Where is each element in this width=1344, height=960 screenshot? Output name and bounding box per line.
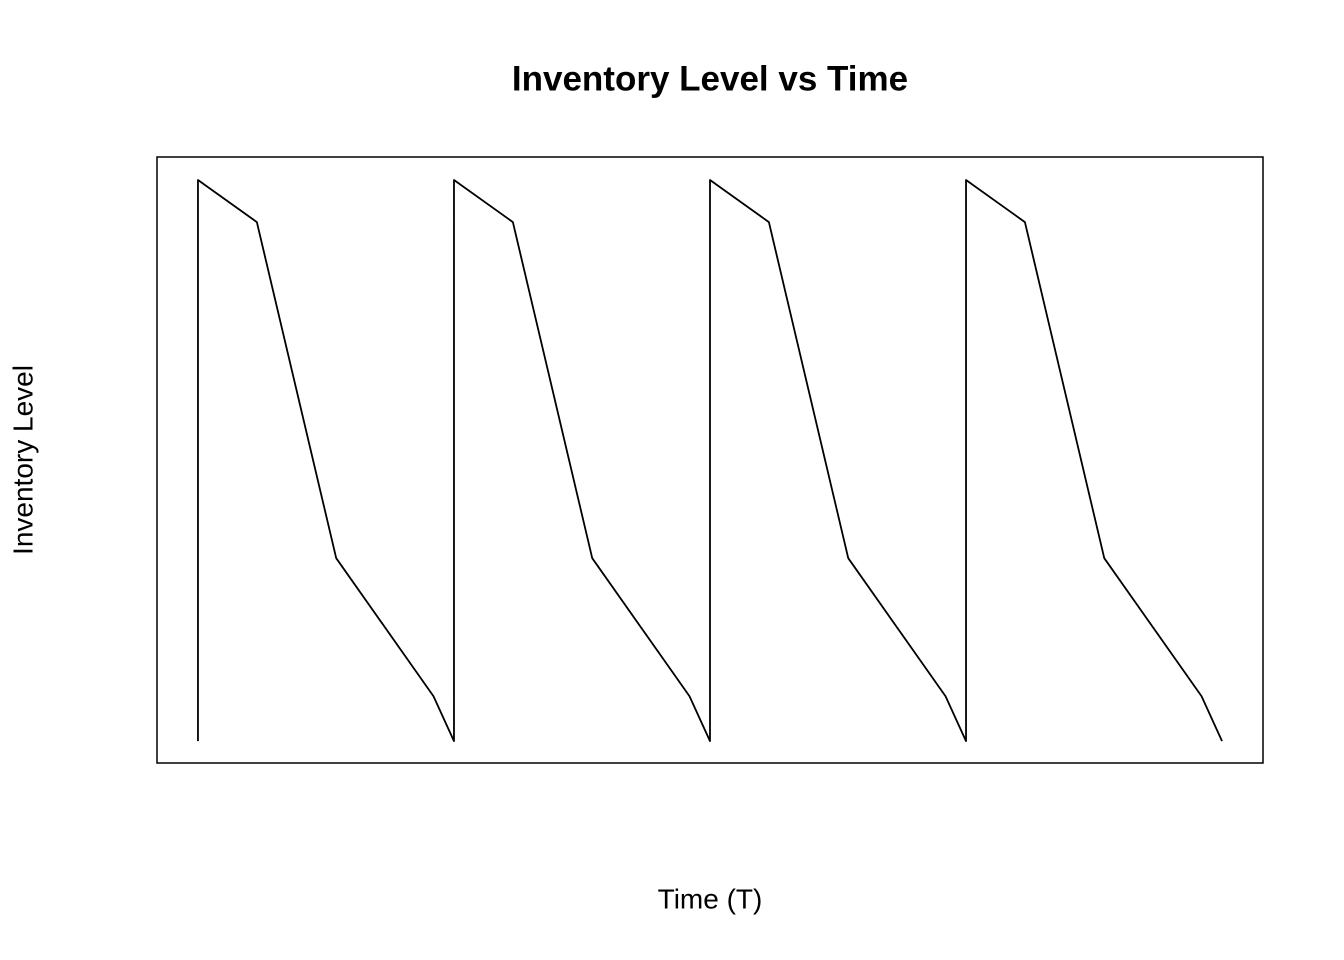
x-axis-label: Time (T): [658, 883, 763, 914]
chart-title: Inventory Level vs Time: [512, 59, 908, 98]
plot-frame: [156, 156, 1264, 764]
y-axis-label: Inventory Level: [7, 365, 38, 555]
data-line: [197, 179, 1223, 743]
